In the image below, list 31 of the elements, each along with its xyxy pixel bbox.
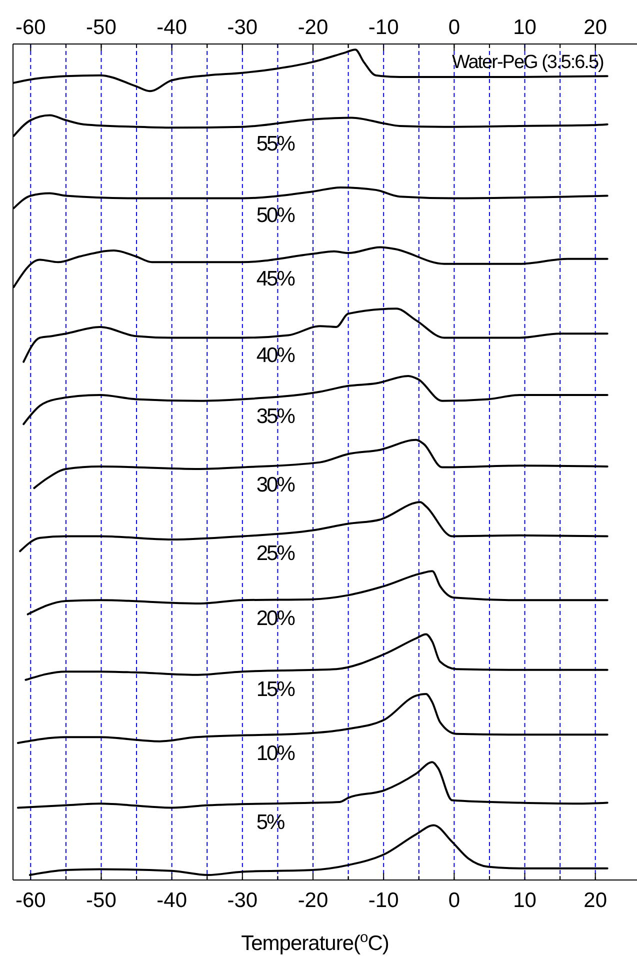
x2-tick-label: 10 bbox=[513, 16, 536, 39]
series-label: 15% bbox=[256, 678, 295, 702]
x-tick-label: -20 bbox=[298, 889, 328, 912]
series-label: 20% bbox=[256, 606, 295, 630]
x2-tick-label: -50 bbox=[86, 16, 116, 39]
x2-tick-label: -60 bbox=[15, 16, 46, 39]
series-label: 25% bbox=[256, 542, 295, 566]
x-tick-label: -30 bbox=[227, 889, 258, 912]
x-tick-label: -10 bbox=[368, 889, 399, 912]
x2-tick-label: -30 bbox=[227, 16, 258, 39]
x2-tick-label: -20 bbox=[298, 16, 328, 39]
series-label: Water-PeG (3.5:6.5) bbox=[452, 52, 604, 74]
series-label: 50% bbox=[256, 204, 295, 227]
series-label: 30% bbox=[256, 473, 295, 496]
series-label: 45% bbox=[256, 268, 295, 291]
x-tick-label: 0 bbox=[448, 889, 460, 912]
series-label: 10% bbox=[256, 742, 295, 766]
series-label: 40% bbox=[256, 344, 295, 367]
x-tick-label: 10 bbox=[513, 889, 536, 912]
x-tick-label: -50 bbox=[86, 889, 116, 912]
x-axis-title: Temperature($^{o}$C) bbox=[241, 930, 389, 955]
series-label: 5% bbox=[256, 811, 285, 834]
series-label: 55% bbox=[256, 132, 295, 156]
x-tick-label: -60 bbox=[15, 889, 46, 912]
x-tick-label: 20 bbox=[584, 889, 608, 912]
x2-tick-label: 20 bbox=[584, 16, 608, 39]
x-tick-label: -40 bbox=[156, 889, 188, 912]
series-label: 35% bbox=[256, 404, 295, 428]
x2-tick-label: 0 bbox=[448, 16, 460, 39]
x2-tick-label: -10 bbox=[368, 16, 399, 39]
x2-tick-label: -40 bbox=[156, 16, 188, 39]
